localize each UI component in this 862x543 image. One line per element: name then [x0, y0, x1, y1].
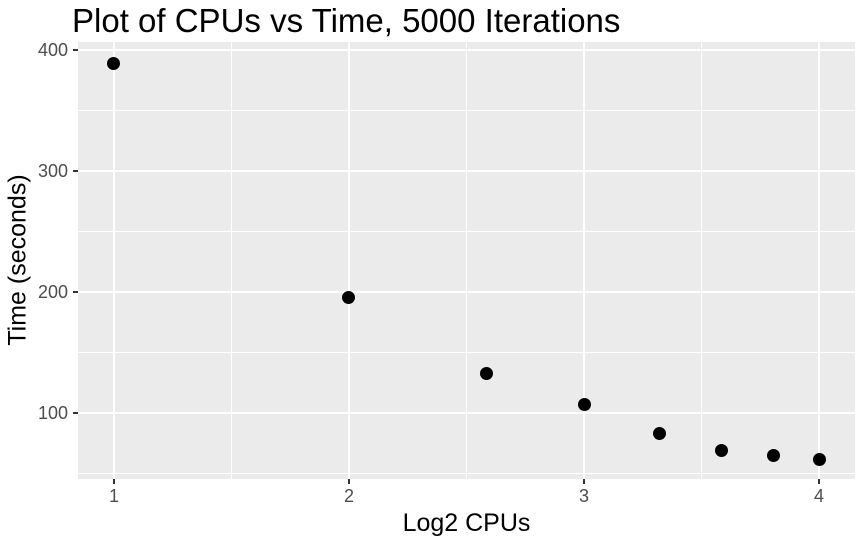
y-tick-label: 400 — [37, 39, 68, 60]
y-tick-mark — [73, 170, 78, 173]
major-gridline-horizontal — [78, 48, 855, 51]
major-gridline-vertical — [583, 42, 585, 479]
minor-gridline-vertical — [466, 42, 467, 479]
plot-panel — [78, 42, 855, 479]
y-axis-title: Time (seconds) — [3, 174, 32, 346]
data-point — [577, 398, 591, 412]
x-tick-mark — [112, 479, 115, 484]
data-point — [342, 290, 356, 304]
data-point — [479, 366, 493, 380]
x-tick-label: 4 — [814, 486, 825, 506]
data-point — [767, 449, 781, 463]
x-tick-mark — [818, 479, 821, 484]
minor-gridline-vertical — [230, 42, 232, 479]
data-point — [107, 56, 121, 70]
major-gridline-vertical — [347, 42, 350, 479]
major-gridline-vertical — [818, 42, 821, 479]
x-tick-mark — [347, 479, 350, 484]
y-tick-mark — [73, 291, 78, 294]
major-gridline-horizontal — [78, 291, 855, 294]
y-tick-label: 300 — [37, 161, 68, 182]
x-tick-mark — [583, 479, 585, 484]
chart-title: Plot of CPUs vs Time, 5000 Iterations — [72, 2, 621, 39]
data-point — [812, 452, 826, 466]
minor-gridline-vertical — [701, 42, 703, 479]
major-gridline-vertical — [112, 42, 115, 479]
x-axis-title: Log2 CPUs — [402, 509, 531, 537]
data-point — [715, 444, 728, 458]
x-tick-label: 1 — [108, 486, 119, 506]
y-tick-label: 200 — [37, 282, 68, 303]
x-tick-label: 2 — [343, 486, 354, 506]
major-gridline-horizontal — [78, 412, 855, 415]
x-tick-label: 3 — [578, 486, 589, 506]
y-tick-label: 100 — [37, 403, 68, 424]
y-tick-mark — [73, 412, 78, 415]
y-tick-mark — [73, 48, 78, 51]
major-gridline-horizontal — [78, 170, 855, 173]
data-point — [653, 427, 667, 441]
